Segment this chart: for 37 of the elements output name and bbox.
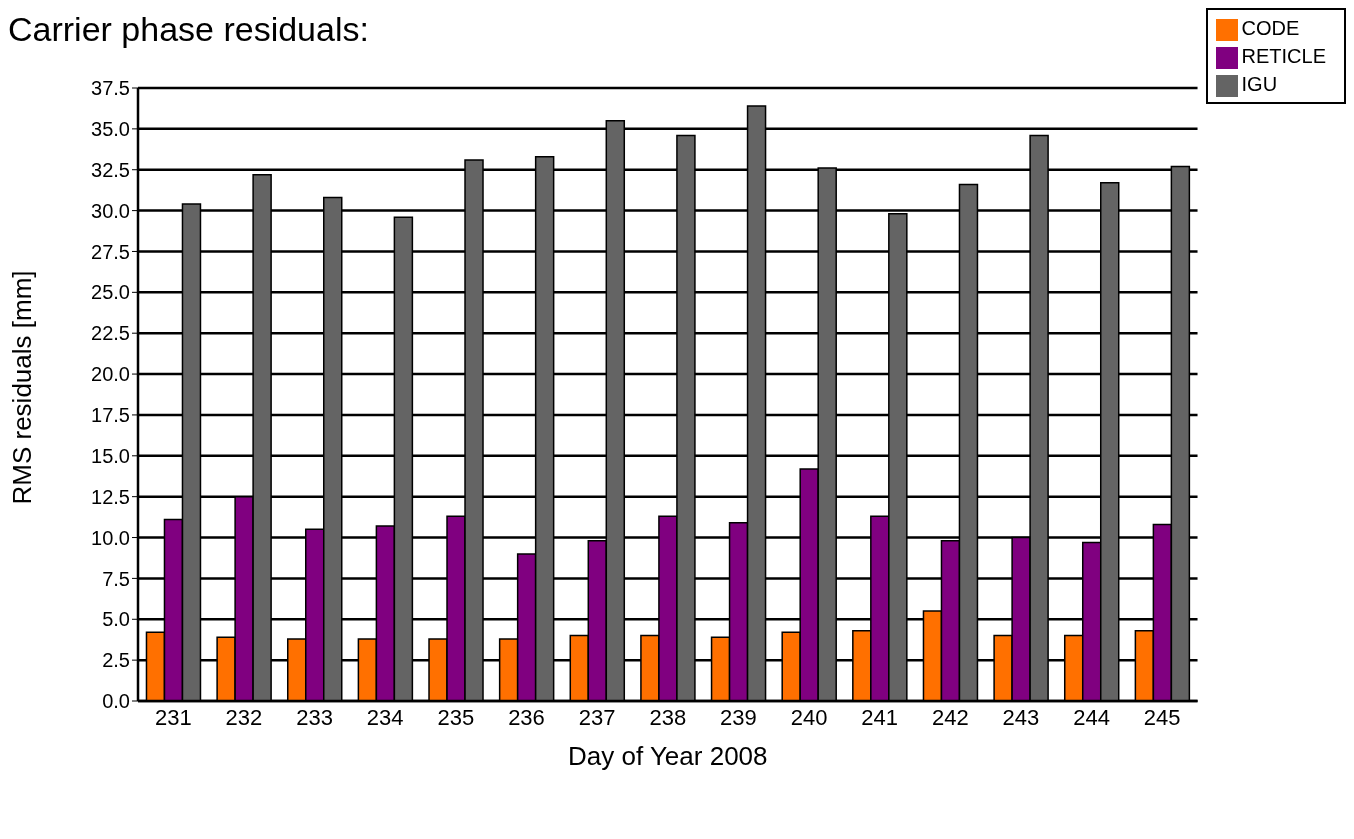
y-tick-label: 35.0 — [91, 117, 130, 140]
y-tick-label: 30.0 — [91, 199, 130, 222]
y-tick-label: 37.5 — [91, 77, 130, 100]
chart-title: Carrier phase residuals: — [8, 10, 369, 49]
x-tick-label: 243 — [1002, 704, 1040, 730]
x-tick-label: 238 — [649, 704, 687, 730]
x-tick-label: 244 — [1073, 704, 1110, 730]
y-tick-label: 10.0 — [91, 526, 130, 549]
x-tick-label: 237 — [578, 704, 616, 730]
y-tick-label: 27.5 — [91, 240, 130, 263]
y-tick-label: 2.5 — [102, 649, 130, 672]
x-tick-label: 231 — [154, 704, 192, 730]
y-tick-label: 17.5 — [91, 404, 130, 427]
x-tick-label: 235 — [437, 704, 475, 730]
x-tick-label: 242 — [931, 704, 969, 730]
y-axis-title: RMS residuals [mm] — [7, 270, 38, 505]
y-tick-label: 22.5 — [91, 322, 130, 345]
y-tick-label: 7.5 — [102, 567, 130, 590]
legend-label: CODE — [1241, 17, 1300, 39]
x-tick-label: 236 — [508, 704, 545, 730]
x-tick-label: 241 — [861, 704, 899, 730]
x-tick-label: 239 — [720, 704, 757, 730]
x-axis-title: Day of Year 2008 — [568, 741, 768, 771]
y-tick-label: 12.5 — [91, 485, 130, 508]
y-tick-label: 0.0 — [102, 690, 130, 713]
x-tick-label: 234 — [366, 704, 404, 730]
x-tick-label: 245 — [1143, 704, 1181, 730]
x-tick-label: 233 — [296, 704, 333, 730]
y-tick-label: 15.0 — [91, 444, 130, 467]
y-tick-label: 32.5 — [91, 158, 130, 181]
y-tick-label: 5.0 — [102, 608, 130, 631]
legend-label: RETICLE — [1241, 45, 1326, 67]
x-tick-label: 240 — [790, 704, 828, 730]
x-tick-label: 232 — [225, 704, 263, 730]
y-tick-label: 20.0 — [91, 363, 130, 386]
legend-label: IGU — [1241, 73, 1278, 95]
y-tick-label: 25.0 — [91, 281, 130, 304]
